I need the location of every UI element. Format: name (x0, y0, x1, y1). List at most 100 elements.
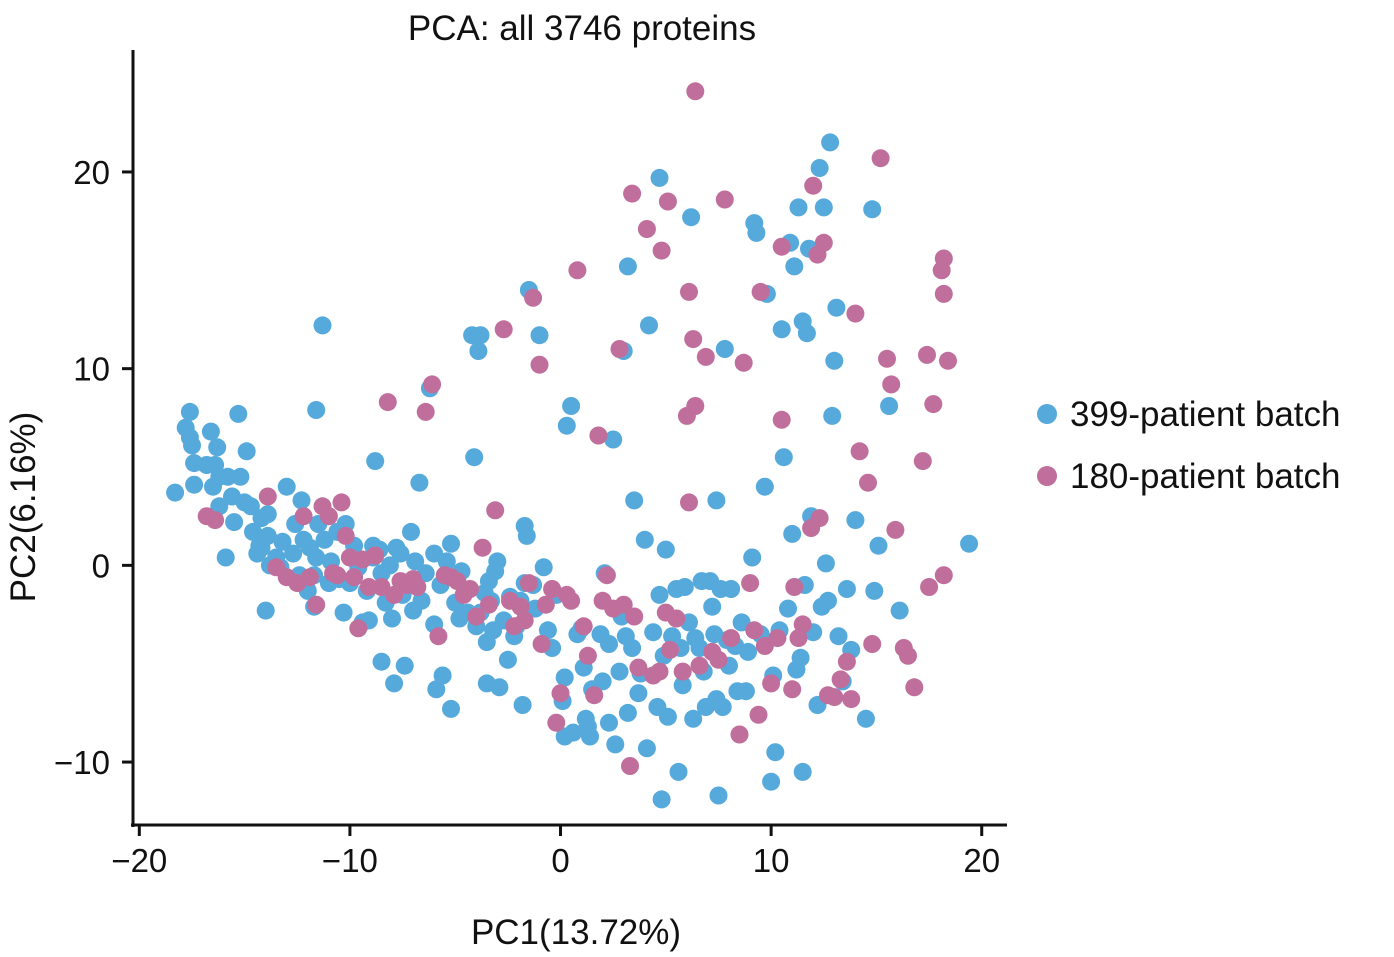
series-2-point-59 (585, 686, 604, 705)
series-2-point-58 (578, 646, 597, 665)
series-1-point-164 (650, 168, 669, 187)
series-1-point-212 (774, 448, 793, 467)
series-1 (166, 133, 979, 809)
series-1-point-159 (635, 530, 654, 549)
series-2-point-88 (715, 190, 734, 209)
series-1-point-189 (709, 786, 728, 805)
series-2-point-118 (863, 635, 882, 653)
series-2-point-104 (793, 615, 812, 634)
series-2-point-41 (494, 320, 513, 339)
series-1-point-235 (825, 351, 844, 370)
series-1-point-205 (755, 477, 774, 496)
series-2-point-97 (762, 674, 781, 693)
series-1-point-143 (593, 672, 612, 691)
series-1-point-156 (625, 491, 644, 510)
series-1-point-46 (307, 548, 326, 567)
series-1-point-241 (846, 511, 865, 530)
series-2-point-29 (416, 402, 435, 421)
series-1-point-88 (433, 666, 452, 685)
series-2-point-24 (385, 585, 404, 604)
series-1-point-215 (783, 524, 802, 543)
series-1-point-154 (618, 703, 637, 722)
series-1-point-172 (669, 762, 688, 781)
series-2-point-56 (568, 261, 587, 280)
series-1-point-147 (604, 430, 623, 449)
series-1-point-70 (380, 556, 399, 575)
series-1-point-192 (715, 340, 734, 358)
series-1-point-24 (244, 522, 262, 541)
x-tick-label: −10 (322, 842, 378, 879)
series-2-point-14 (332, 493, 351, 512)
series-1-point-97 (465, 448, 484, 467)
series-2-point-90 (730, 725, 749, 744)
series-1-point-247 (890, 601, 909, 620)
x-tick-label: 10 (753, 842, 790, 879)
y-tick-label: −10 (54, 744, 110, 781)
series-2-point-102 (785, 578, 804, 596)
series-2-point-93 (745, 621, 764, 640)
series-2-point-3 (258, 487, 277, 506)
series-2-point-60 (589, 426, 608, 445)
series-1-point-157 (629, 684, 648, 703)
series-2-point-106 (804, 176, 823, 195)
series-2-point-132 (934, 284, 953, 303)
series-1-point-218 (789, 198, 808, 217)
series-2-point-87 (709, 650, 728, 669)
series-1-point-219 (791, 648, 810, 667)
series-2-point-52 (547, 713, 566, 732)
series-2-point-69 (629, 658, 648, 677)
series-1-point-166 (652, 790, 671, 809)
series-1-point-131 (555, 668, 574, 687)
series-2-point-91 (734, 353, 753, 372)
series-2-point-30 (423, 375, 442, 394)
series-1-point-74 (391, 544, 410, 563)
series-2-point-131 (932, 261, 951, 280)
series-2-point-49 (532, 635, 551, 653)
series-1-point-146 (600, 713, 618, 732)
series-1-point-76 (395, 656, 414, 675)
y-tick-label: 20 (73, 154, 110, 191)
series-2-point-103 (789, 629, 808, 648)
series-2-point-28 (408, 578, 427, 596)
series-2-point-65 (614, 595, 633, 614)
series-2-point-72 (650, 662, 669, 681)
series-1-point-126 (538, 621, 557, 640)
series-1-point-148 (606, 735, 625, 754)
series-1-point-244 (865, 581, 884, 600)
series-1-point-169 (658, 707, 677, 726)
series-1-point-165 (650, 585, 669, 604)
series-1-point-68 (372, 652, 391, 671)
series-1-point-153 (618, 257, 637, 276)
legend-marker-2 (1037, 466, 1057, 486)
series-2-point-82 (684, 330, 703, 349)
series-2-point-128 (920, 578, 939, 596)
series-1-point-161 (640, 316, 658, 335)
y-tick-label: 10 (73, 351, 110, 388)
series-1-point-199 (736, 682, 755, 701)
series-2-point-36 (461, 580, 479, 598)
series-2-point-116 (850, 442, 869, 461)
series-1-point-80 (410, 473, 429, 492)
series-1-point-15 (216, 548, 235, 567)
series-2-point-113 (837, 652, 856, 671)
series-1-point-243 (863, 200, 882, 219)
legend-label-1: 399-patient batch (1070, 395, 1340, 434)
series-1-point-237 (829, 627, 848, 646)
series-1-point-81 (412, 591, 431, 610)
series-1-point-246 (880, 397, 899, 415)
series-1-point-155 (623, 639, 642, 657)
series-2-point-126 (913, 452, 932, 471)
series-2-point-76 (661, 640, 679, 659)
series-1-point-5 (183, 436, 201, 455)
series-2-point-70 (637, 220, 656, 238)
y-ticks: −10 0 10 20 (54, 154, 133, 781)
y-axis-label: PC2(6.16%) (4, 412, 43, 603)
series-1-point-134 (564, 723, 583, 742)
series-2-point-114 (842, 690, 861, 709)
series-2-point-127 (918, 345, 936, 364)
series-2-point-115 (846, 304, 865, 323)
series-2 (197, 82, 957, 775)
series-1-point-16 (218, 467, 237, 486)
series-1-point-71 (383, 609, 401, 628)
series-2-point-47 (524, 288, 543, 307)
